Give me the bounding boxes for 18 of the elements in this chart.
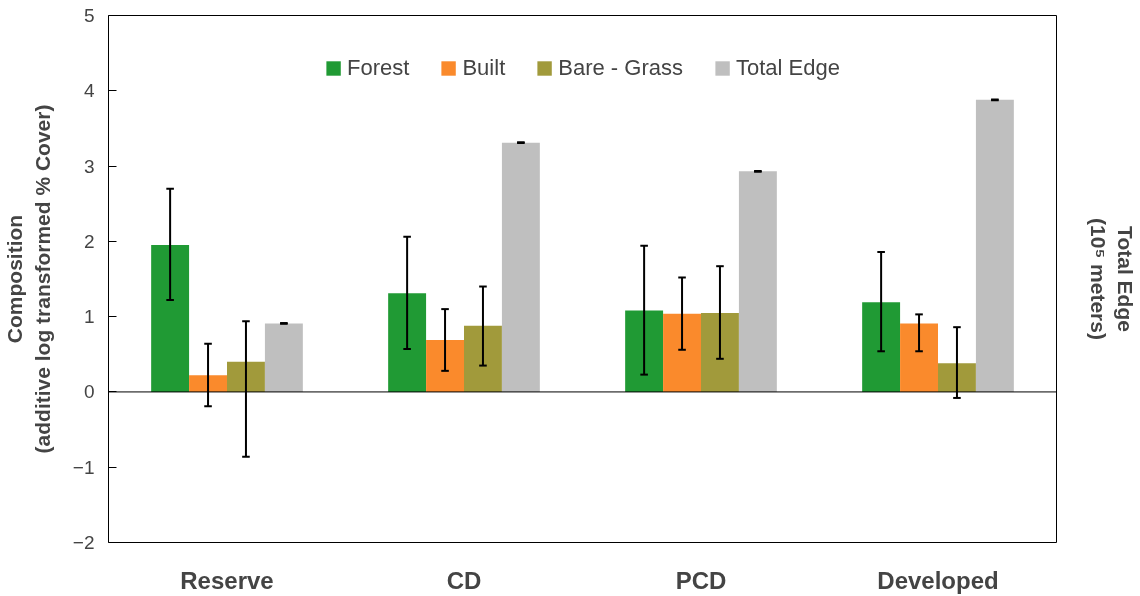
legend-label: Total Edge	[735, 55, 840, 81]
y-tick-label: 4	[83, 80, 95, 102]
y-tick-label: 2	[83, 230, 95, 252]
y2-axis-title: Total Edge (10⁵ meters)	[1086, 218, 1138, 340]
legend-label: Forest	[347, 55, 410, 81]
y-tick-label: 0	[83, 381, 95, 403]
x-tick-label: Reserve	[180, 566, 274, 594]
y-tick-label: 3	[83, 155, 95, 177]
x-tick-label: PCD	[675, 566, 727, 594]
x-tick-label: CD	[446, 566, 482, 594]
y-tick-label: 1	[83, 306, 95, 328]
legend-label: Bare - Grass	[558, 55, 683, 81]
y-tick-label: 5	[83, 5, 95, 26]
legend-label: Built	[462, 55, 506, 81]
y-axis-title: Composition (additive log transformed % Cover)	[3, 104, 54, 454]
x-tick-label: Developed	[877, 566, 999, 594]
y-tick-label: −1	[72, 456, 95, 478]
y-tick-label: −2	[72, 532, 95, 553]
